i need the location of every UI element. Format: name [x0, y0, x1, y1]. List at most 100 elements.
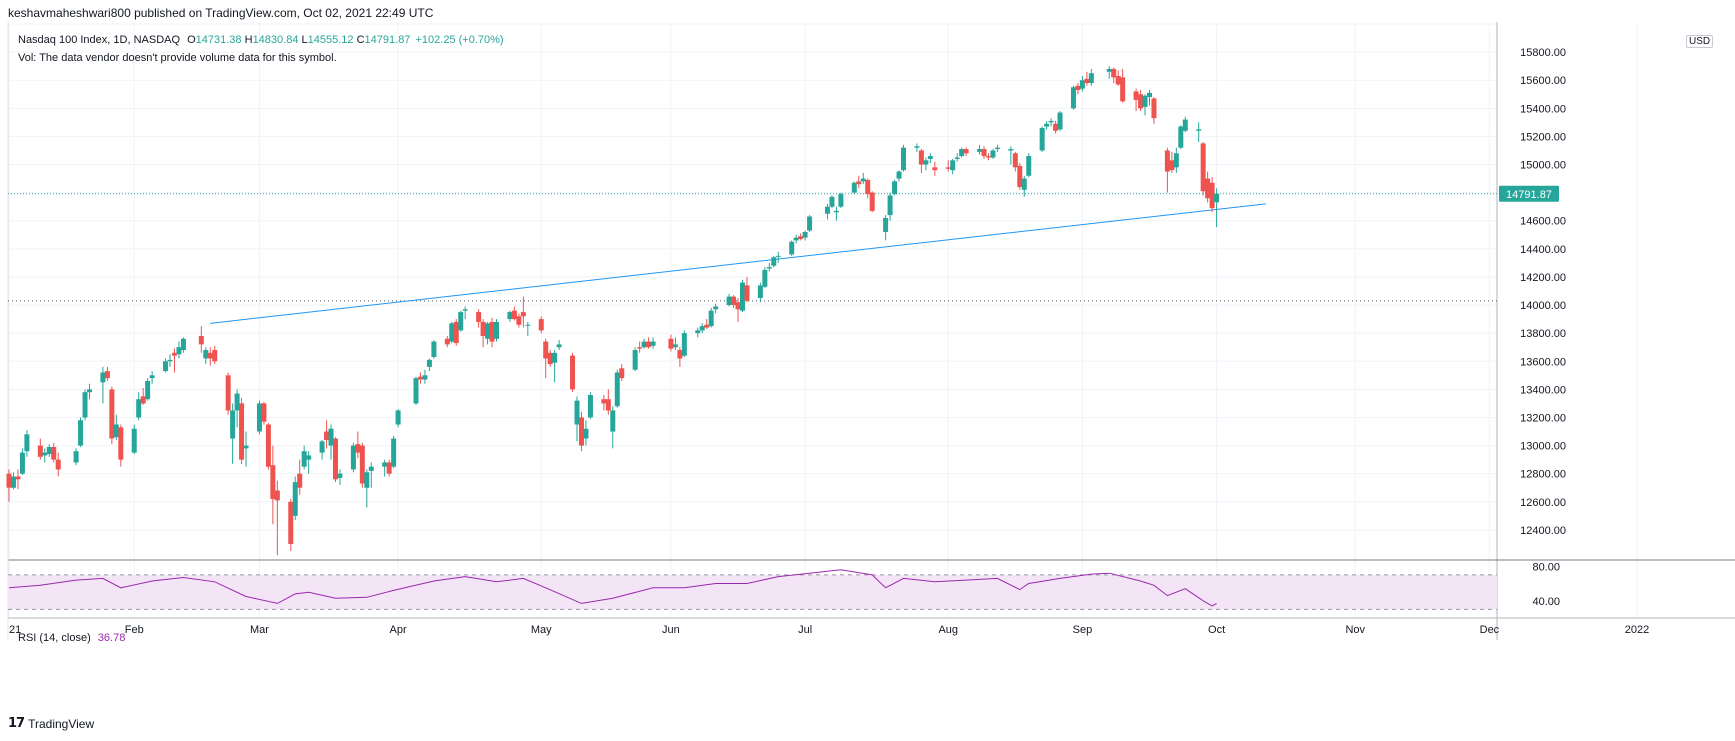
candle-body	[601, 399, 607, 404]
candle-body	[140, 396, 146, 404]
candle-body	[337, 473, 343, 478]
candle-body	[641, 341, 647, 348]
candle-body	[1133, 91, 1139, 100]
rsi-band	[8, 574, 1497, 610]
candle-body	[104, 371, 110, 379]
price-tick-label: 15400.00	[1520, 103, 1566, 115]
price-tick-label: 13600.00	[1520, 356, 1566, 368]
candle-body	[838, 194, 844, 207]
candle-body	[131, 428, 137, 453]
candle-body	[261, 403, 267, 422]
candle-body	[574, 400, 580, 425]
candle-body	[476, 312, 482, 322]
rsi-line	[8, 569, 1217, 607]
candle-body	[1182, 119, 1188, 131]
candle-body	[109, 389, 115, 439]
change-value: +102.25 (+0.70%)	[415, 34, 504, 46]
open-value: 14731.38	[195, 34, 242, 46]
last-price-tag	[1499, 185, 1559, 202]
candle-body	[1214, 193, 1220, 203]
time-tick-label: Oct	[1208, 624, 1225, 636]
candle-body	[650, 341, 656, 346]
price-tick-label: 14400.00	[1520, 244, 1566, 256]
price-tick-label: 14200.00	[1520, 272, 1566, 284]
candle-body	[1138, 94, 1144, 109]
high-prefix: H	[244, 34, 253, 46]
candle-body	[869, 192, 875, 211]
low-value: 14555.12	[307, 34, 354, 46]
ohlc-legend: Nasdaq 100 Index, 1D, NASDAQ O14731.38 H…	[18, 34, 504, 46]
time-tick-label: 21	[9, 624, 21, 636]
candle-body	[444, 338, 450, 345]
candle-body	[887, 195, 893, 216]
time-tick-label: Jul	[798, 624, 812, 636]
candle-body	[46, 446, 52, 455]
price-tick-label: 13400.00	[1520, 384, 1566, 396]
candle-body	[1178, 126, 1184, 148]
candle-body	[256, 403, 262, 432]
candle-body	[417, 376, 423, 380]
time-tick-label: Apr	[390, 624, 407, 636]
candle-body	[538, 319, 544, 331]
candle-body	[525, 324, 531, 326]
candle-body	[789, 241, 795, 255]
candle-body	[744, 285, 750, 301]
close-value: 14791.87	[364, 34, 411, 46]
candle-body	[1057, 112, 1063, 130]
currency-label[interactable]: USD	[1686, 35, 1714, 48]
candle-body	[225, 375, 231, 411]
candle-body	[1079, 80, 1085, 89]
candle-body	[637, 347, 643, 349]
candle-body	[136, 399, 142, 418]
candle-body	[453, 321, 459, 343]
candle-body	[1205, 178, 1211, 199]
candle-body	[1075, 85, 1081, 91]
candle-body	[713, 306, 719, 310]
candle-body	[180, 338, 186, 351]
candle-body	[37, 445, 43, 457]
candle-body	[391, 438, 397, 467]
candle-body	[977, 149, 983, 152]
candle-body	[932, 167, 938, 171]
candle-body	[73, 451, 79, 463]
candle-body	[324, 431, 330, 440]
candle-body	[1151, 98, 1157, 119]
candle-body	[230, 410, 236, 439]
candle-body	[605, 399, 611, 411]
candle-body	[167, 359, 173, 362]
candle-body	[619, 368, 625, 379]
candle-body	[570, 355, 576, 390]
candle-body	[771, 257, 777, 266]
candle-body	[24, 434, 30, 452]
price-tick-label: 14600.00	[1520, 216, 1566, 228]
candle-body	[203, 350, 209, 359]
time-tick-label: Aug	[938, 624, 958, 636]
chart-frame[interactable]: 14791.87 15800.00 15600.00 15400.00 15200.00…	[0, 22, 1735, 712]
candle-body	[610, 410, 616, 432]
volume-note: Vol: The data vendor doesn't provide vol…	[18, 52, 337, 64]
candle-body	[1044, 123, 1050, 127]
last-price-tag-label: 14791.87	[1506, 189, 1552, 201]
candle-body	[883, 217, 889, 232]
candle-body	[829, 196, 835, 207]
candle-body	[395, 410, 401, 425]
time-tick-label: Dec	[1480, 624, 1500, 636]
footer-brand[interactable]: 17 TradingView	[8, 716, 94, 731]
candle-body	[51, 446, 57, 460]
candle-body	[552, 352, 558, 363]
candle-body	[243, 445, 249, 449]
candle-body	[292, 482, 298, 516]
candle-body	[118, 427, 124, 460]
candle-body	[288, 501, 294, 544]
candle-body	[485, 323, 491, 339]
chart-svg[interactable]: 14791.87 15800.00 15600.00 15400.00 15200.00…	[0, 22, 1735, 712]
candle-body	[726, 296, 732, 306]
candle-body	[766, 267, 772, 269]
candle-body	[6, 473, 12, 488]
candle-body	[646, 341, 652, 348]
candle-body	[382, 462, 388, 467]
candle-body	[556, 344, 562, 348]
candle-body	[507, 312, 513, 320]
candle-body	[1111, 68, 1117, 78]
candle-body	[807, 216, 813, 231]
